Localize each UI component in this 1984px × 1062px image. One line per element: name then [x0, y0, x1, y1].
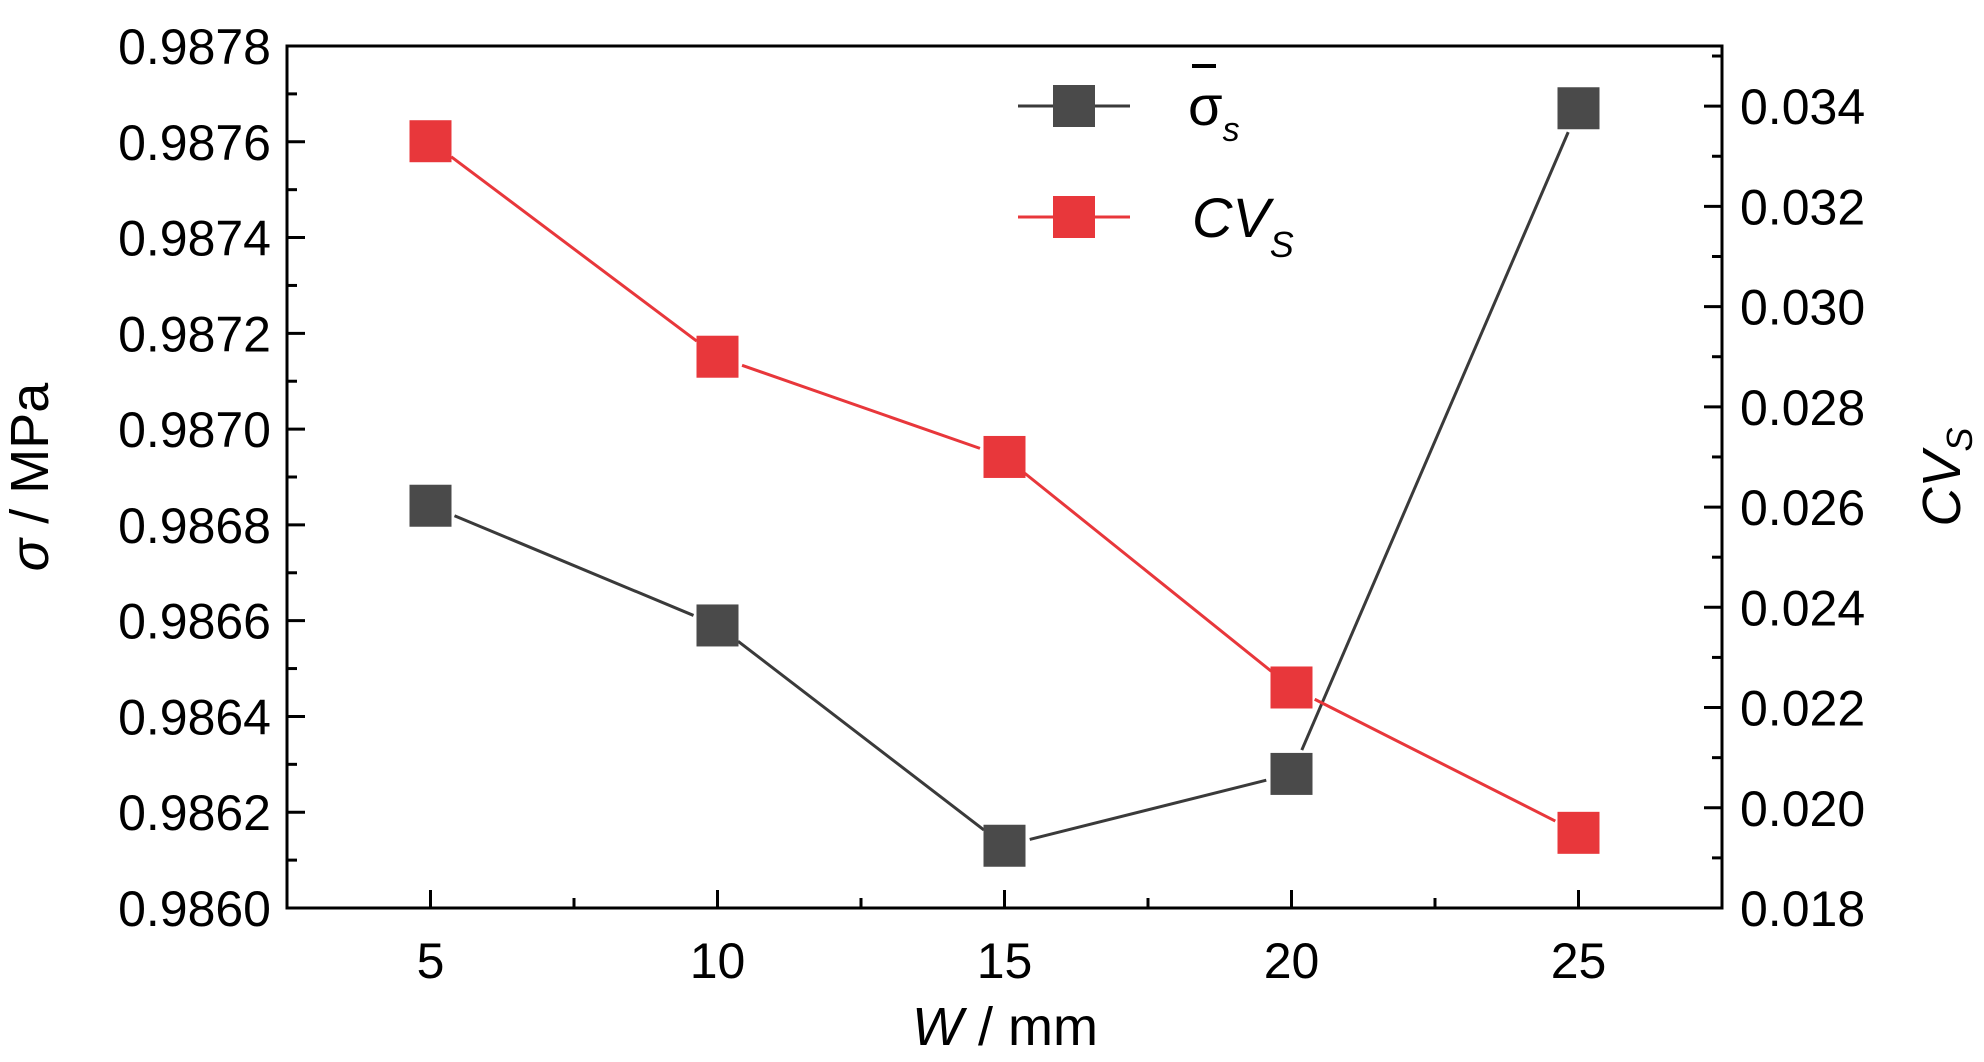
series-1-marker	[983, 435, 1026, 478]
y-right-tick-label: 0.024	[1740, 580, 1865, 636]
series-0-line-segment	[1300, 131, 1570, 751]
series-0-marker	[409, 484, 452, 527]
plot-frame	[285, 44, 1724, 910]
series-1-line-segment	[1023, 472, 1273, 673]
x-axis-title-var: W	[912, 997, 968, 1057]
series-1-marker	[1557, 811, 1600, 854]
y-left-tick-label: 0.9866	[118, 594, 271, 650]
legend-label-sigma-main: σ	[1188, 74, 1223, 137]
series-1-line-segment	[1314, 697, 1556, 823]
x-axis-title: W / mm	[912, 997, 1098, 1057]
series-0-marker	[1557, 87, 1600, 130]
series-1-line-segment	[450, 155, 698, 343]
legend-label-sigma-sub: s	[1223, 111, 1240, 149]
y-axis-left-title: σ / MPa	[0, 382, 60, 572]
series-1-marker	[696, 335, 739, 378]
series-1-line-segment	[741, 363, 981, 450]
y-axis-right-title-var: CV	[1912, 447, 1972, 527]
series-1-marker	[409, 120, 452, 163]
y-left-tick-label: 0.9878	[118, 19, 271, 75]
series-layer	[409, 87, 1600, 867]
y-right-tick-label: 0.032	[1740, 179, 1865, 235]
x-tick-label: 5	[417, 933, 445, 989]
y-axis-right-title-sub: S	[1939, 427, 1980, 451]
series-0-marker	[696, 604, 739, 647]
y-left-tick-label: 0.9864	[118, 689, 271, 745]
y-axis-left-title-var: σ	[0, 536, 60, 571]
y-right-tick-label: 0.030	[1740, 280, 1865, 336]
x-tick-label: 25	[1551, 933, 1607, 989]
y-left-tick-label: 0.9862	[118, 785, 271, 841]
ticks-layer	[287, 44, 1722, 910]
legend-marker-cvs	[1053, 196, 1095, 238]
series-0-marker	[1270, 752, 1313, 795]
legend-label-cvs-main: CV	[1192, 186, 1274, 249]
y-right-tick-label: 0.026	[1740, 480, 1865, 536]
series-0-line-segment	[1029, 778, 1267, 841]
series-0-marker	[983, 824, 1026, 867]
y-right-tick-label: 0.018	[1740, 881, 1865, 937]
x-tick-label: 15	[977, 933, 1033, 989]
legend-marker-sigma	[1053, 85, 1095, 127]
series-0-line-segment	[453, 514, 695, 617]
series-1-marker	[1270, 666, 1313, 709]
x-tick-label: 10	[690, 933, 746, 989]
y-left-tick-label: 0.9876	[118, 115, 271, 171]
y-axis-right-title: CVS	[1912, 427, 1980, 526]
legend-label-cvs: CVS	[1192, 186, 1294, 265]
y-left-tick-label: 0.9872	[118, 306, 271, 362]
y-right-tick-label: 0.022	[1740, 681, 1865, 737]
legend-label-sigma: σs	[1188, 74, 1240, 149]
legend: σs CVS	[1018, 64, 1294, 265]
y-left-tick-label: 0.9874	[118, 211, 271, 267]
legend-label-cvs-sub: S	[1270, 224, 1294, 265]
y-right-tick-label: 0.034	[1740, 79, 1865, 135]
series-0-line-segment	[737, 640, 985, 832]
y-right-tick-label: 0.020	[1740, 781, 1865, 837]
y-left-tick-label: 0.9870	[118, 402, 271, 458]
labels-layer: 5 10 15 20 25 0.9860 0.9862 0.9864 0.9866 0.9868 0…	[118, 19, 1865, 989]
y-right-tick-label: 0.028	[1740, 380, 1865, 436]
y-axis-left-title-rest: / MPa	[0, 382, 60, 539]
x-tick-label: 20	[1264, 933, 1320, 989]
y-left-tick-label: 0.9860	[118, 881, 271, 937]
y-left-tick-label: 0.9868	[118, 498, 271, 554]
x-axis-title-rest: / mm	[963, 997, 1098, 1057]
